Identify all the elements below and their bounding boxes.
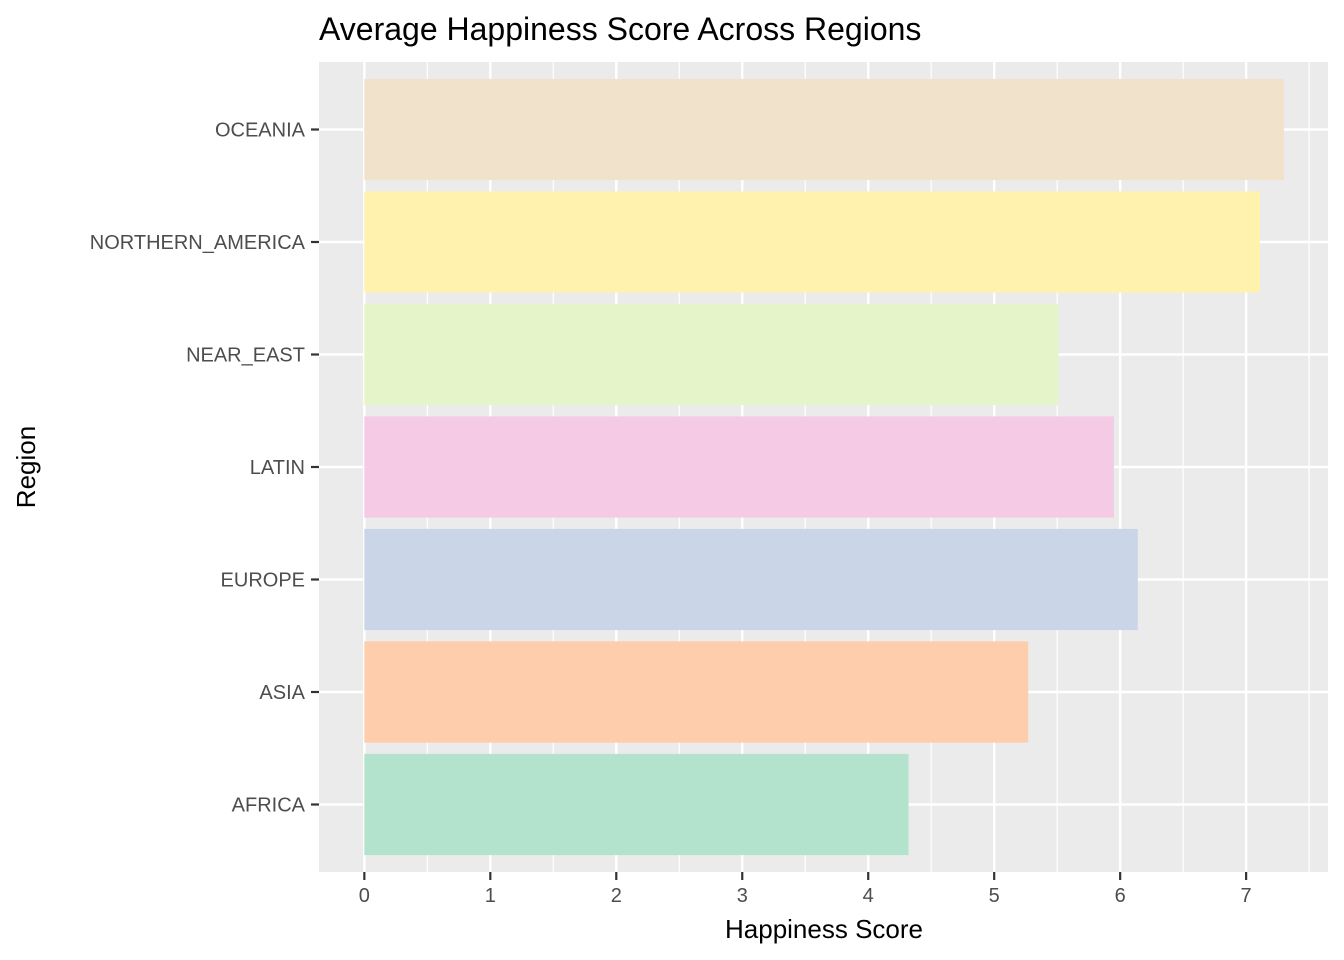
bar-asia — [364, 641, 1029, 743]
x-tick-label: 3 — [737, 885, 748, 907]
x-tick-label: 7 — [1241, 885, 1252, 907]
x-tick-label: 0 — [359, 885, 370, 907]
bars — [364, 78, 1284, 856]
y-tick-label: LATIN — [250, 457, 305, 479]
x-axis: 0 1 2 3 4 5 6 7 — [359, 872, 1252, 907]
y-axis: AFRICA ASIA EUROPE LATIN NEAR_EAST NORTHERN_A… — [90, 120, 319, 817]
bar-near-east — [364, 303, 1059, 406]
y-axis-title: Region — [11, 426, 41, 508]
x-tick-label: 6 — [1115, 885, 1126, 907]
x-tick-label: 2 — [611, 885, 622, 907]
x-tick-label: 1 — [485, 885, 496, 907]
bar-africa — [364, 753, 909, 856]
y-tick-label: NORTHERN_AMERICA — [90, 232, 306, 254]
bar-latin — [364, 416, 1114, 518]
bar-northern-america — [364, 191, 1260, 293]
bar-europe — [364, 528, 1138, 631]
y-tick-label: OCEANIA — [215, 120, 306, 142]
y-tick-label: AFRICA — [232, 795, 306, 817]
y-tick-label: NEAR_EAST — [186, 345, 305, 367]
bar-oceania — [364, 78, 1284, 181]
y-tick-label: ASIA — [259, 682, 305, 704]
x-tick-label: 4 — [863, 885, 874, 907]
chart-title: Average Happiness Score Across Regions — [319, 11, 921, 47]
x-axis-title: Happiness Score — [725, 914, 923, 944]
x-tick-label: 5 — [989, 885, 1000, 907]
y-tick-label: EUROPE — [221, 570, 305, 592]
